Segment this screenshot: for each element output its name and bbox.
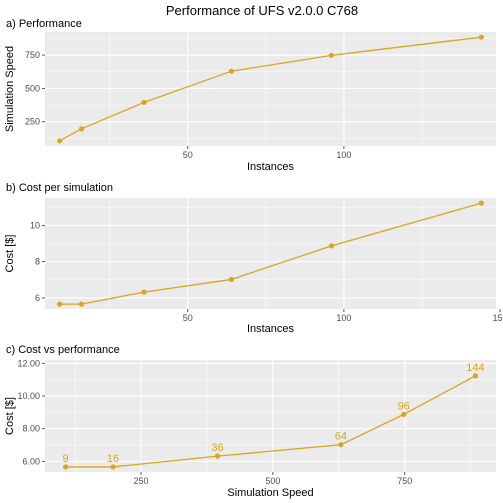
- data-point: [328, 52, 335, 58]
- x-tick-label: 100: [336, 150, 351, 160]
- data-point-label: 96: [398, 400, 410, 412]
- x-axis-label: Simulation Speed: [227, 487, 313, 499]
- y-tick-label: 10.00: [17, 391, 40, 401]
- data-point: [328, 243, 335, 249]
- y-tick-label: 10: [30, 220, 40, 230]
- x-tick-label: 50: [183, 150, 193, 160]
- x-tick-label: 150: [493, 313, 503, 323]
- y-tick-label: 6.00: [22, 456, 40, 466]
- y-tick-label: 8: [35, 257, 40, 267]
- data-point: [78, 126, 85, 132]
- x-tick-label: 100: [336, 313, 351, 323]
- y-tick-label: 12.00: [17, 358, 40, 368]
- data-point: [472, 373, 479, 379]
- x-axis-label: Instances: [247, 161, 295, 173]
- chart-panel-1: a) Performance 50 100 250 500 750 Instances Sim…: [4, 18, 496, 173]
- data-point-label: 64: [335, 431, 347, 443]
- data-point-label: 9: [63, 453, 69, 465]
- y-tick-label: 8.00: [22, 424, 40, 434]
- panel-title: a) Performance: [6, 18, 82, 30]
- data-point: [57, 301, 63, 307]
- panel-background: [45, 360, 496, 472]
- chart-panel-2: b) Cost per simulation 50 100 150 6 8 10 Instan…: [4, 182, 503, 335]
- x-tick-label: 50: [183, 313, 193, 323]
- panel-title: b) Cost per simulation: [6, 182, 113, 194]
- data-point: [214, 453, 221, 459]
- x-tick-label: 250: [133, 476, 148, 486]
- y-axis-label: Cost [$]: [4, 397, 16, 435]
- data-point: [141, 289, 147, 295]
- x-tick-label: 750: [397, 476, 412, 486]
- panel-background: [45, 32, 496, 146]
- y-axis-label: Simulation Speed: [4, 46, 16, 132]
- data-point: [62, 464, 69, 470]
- data-point: [228, 68, 235, 74]
- data-point: [57, 138, 63, 144]
- data-point: [478, 200, 484, 206]
- y-tick-label: 750: [25, 50, 40, 60]
- y-tick-label: 250: [25, 117, 40, 127]
- data-point: [228, 276, 235, 283]
- data-point: [478, 34, 484, 40]
- data-point-label: 16: [107, 453, 119, 465]
- data-point-label: 144: [466, 362, 484, 374]
- data-point: [338, 442, 344, 448]
- panel-background: [45, 198, 496, 309]
- y-tick-label: 500: [25, 83, 40, 93]
- series-line: [59, 36, 482, 142]
- y-tick-label: 6: [35, 293, 40, 303]
- y-axis-label: Cost [$]: [4, 235, 16, 273]
- data-point: [401, 411, 407, 418]
- figure-title: Performance of UFS v2.0.0 C768: [166, 3, 358, 18]
- series-line: [65, 375, 476, 468]
- data-point: [78, 301, 85, 307]
- data-point: [141, 99, 147, 105]
- data-point: [110, 464, 116, 470]
- panel-title: c) Cost vs performance: [6, 344, 120, 356]
- data-point-label: 36: [211, 442, 223, 454]
- chart-panel-3: c) Cost vs performance 250 500 750 6.00 8.00 1…: [4, 344, 496, 499]
- x-axis-label: Instances: [247, 323, 295, 335]
- x-tick-label: 500: [265, 476, 280, 486]
- series-line: [59, 202, 482, 305]
